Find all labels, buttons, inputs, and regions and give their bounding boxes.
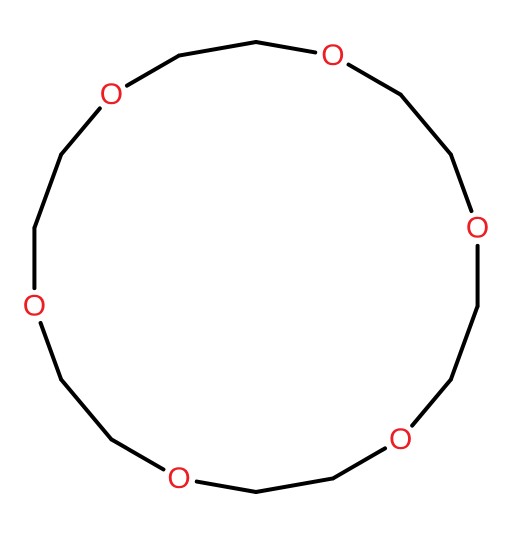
bond [256,478,333,492]
bond [127,56,179,86]
oxygen-atom-label: O [167,462,190,495]
bond [451,306,478,379]
bond [451,155,472,212]
bond [256,42,315,52]
crown-ether-diagram: O O O O O O [0,0,512,534]
oxygen-atom-label: O [23,290,46,323]
bond [61,380,111,440]
oxygen-atom-label: O [321,39,344,72]
oxygen-atom-label: O [100,78,123,111]
atom-label-layer: O O O O O O [23,39,490,495]
bond [61,108,100,154]
bond [34,155,61,228]
bond [401,95,451,155]
bond [41,323,62,380]
oxygen-atom-label: O [466,211,489,244]
bond [179,42,256,56]
bond [111,439,163,469]
bond [197,482,256,492]
oxygen-atom-label: O [389,423,412,456]
bond [349,65,401,95]
bond [412,380,451,426]
bond [333,448,385,478]
